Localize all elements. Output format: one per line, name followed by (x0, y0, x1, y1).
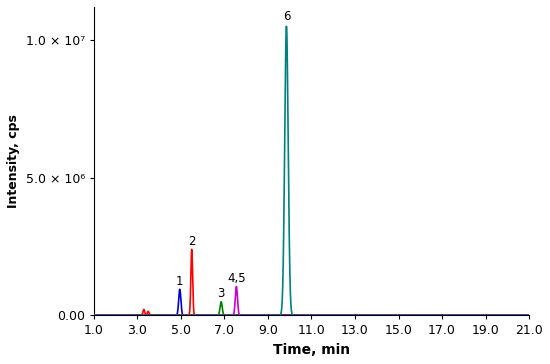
Text: 3: 3 (217, 287, 225, 300)
Text: 6: 6 (283, 11, 290, 23)
Text: 4,5: 4,5 (227, 272, 246, 285)
X-axis label: Time, min: Time, min (273, 343, 350, 357)
Text: 1: 1 (176, 275, 184, 288)
Text: 2: 2 (188, 235, 195, 248)
Y-axis label: Intensity, cps: Intensity, cps (7, 114, 20, 208)
